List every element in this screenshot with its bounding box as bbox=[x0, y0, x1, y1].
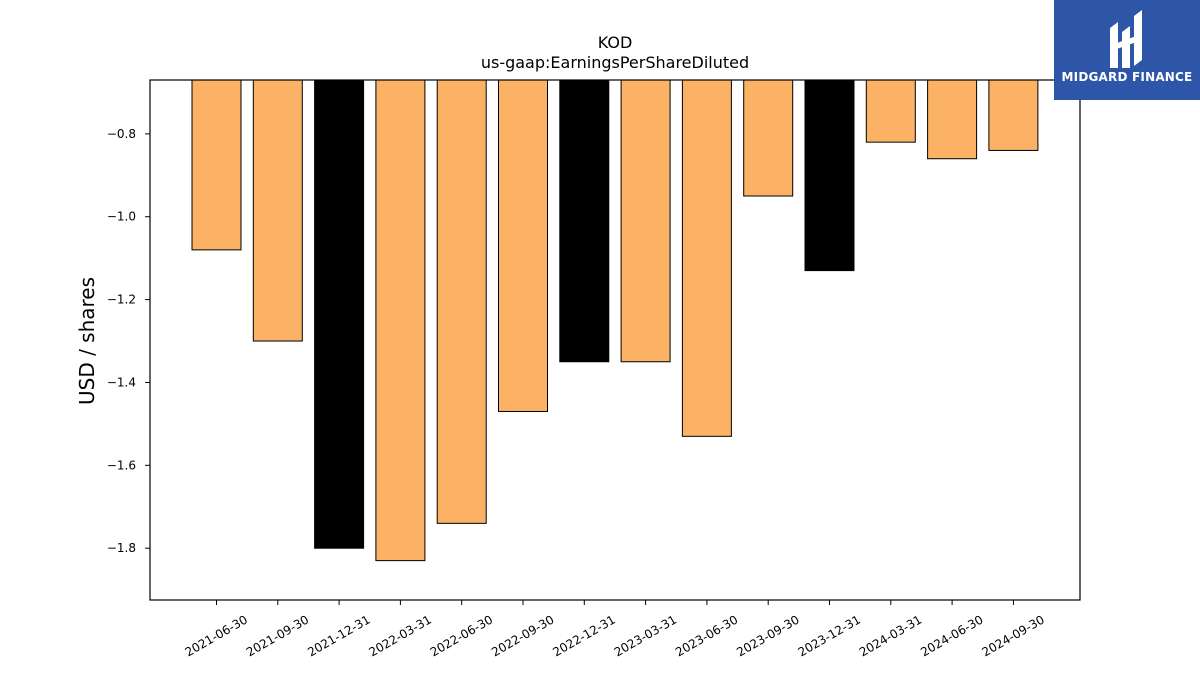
y-tick-label: −1.8 bbox=[107, 541, 136, 555]
y-tick-label: −1.4 bbox=[107, 375, 136, 389]
x-tick-label: 2022-03-31 bbox=[366, 612, 433, 659]
x-tick-label: 2023-09-30 bbox=[734, 612, 801, 659]
bar-2021-12-31 bbox=[314, 79, 365, 549]
bar-2023-12-31 bbox=[804, 79, 855, 272]
y-tick-label: −0.8 bbox=[107, 127, 136, 141]
bar-2022-12-31 bbox=[559, 79, 610, 363]
bar-2024-03-31 bbox=[865, 79, 916, 143]
x-tick-label: 2023-03-31 bbox=[612, 612, 679, 659]
x-tick-label: 2022-09-30 bbox=[489, 612, 556, 659]
x-tick-label: 2023-12-31 bbox=[796, 612, 863, 659]
y-ticks: −0.8 −1.0 −1.2 −1.4 −1.6 −1.8 bbox=[107, 127, 150, 555]
midgard-logo-icon bbox=[1110, 10, 1142, 68]
bar-2023-03-31 bbox=[620, 79, 671, 363]
chart-subtitle: us-gaap:EarningsPerShareDiluted bbox=[481, 53, 749, 72]
bar-2023-09-30 bbox=[743, 79, 794, 197]
x-tick-label: 2021-06-30 bbox=[183, 612, 250, 659]
bar-2021-09-30 bbox=[252, 79, 303, 342]
brand-logo: MIDGARD FINANCE bbox=[1054, 0, 1200, 100]
bar-2021-06-30 bbox=[191, 79, 242, 251]
x-tick-label: 2021-12-31 bbox=[305, 612, 372, 659]
bar-2022-03-31 bbox=[375, 79, 426, 562]
bar-2022-09-30 bbox=[498, 79, 548, 412]
x-tick-label: 2024-09-30 bbox=[979, 612, 1046, 659]
y-tick-label: −1.0 bbox=[107, 210, 136, 224]
brand-name: MIDGARD FINANCE bbox=[1061, 70, 1193, 84]
x-tick-label: 2021-09-30 bbox=[244, 612, 311, 659]
chart-title: KOD bbox=[598, 33, 633, 52]
y-axis-label: USD / shares bbox=[75, 277, 99, 405]
x-tick-label: 2023-06-30 bbox=[673, 612, 740, 659]
x-tick-label: 2024-06-30 bbox=[918, 612, 985, 659]
y-tick-label: −1.6 bbox=[107, 458, 136, 472]
bar-2024-06-30 bbox=[927, 79, 978, 160]
x-ticks: 2021-06-302021-09-302021-12-312022-03-31… bbox=[183, 600, 1047, 659]
bar-2024-09-30 bbox=[988, 79, 1039, 151]
x-tick-label: 2024-03-31 bbox=[857, 612, 924, 659]
plot-frame bbox=[149, 79, 1081, 601]
bar-2023-06-30 bbox=[681, 79, 732, 437]
bars-layer bbox=[191, 79, 1039, 562]
x-tick-label: 2022-06-30 bbox=[428, 612, 495, 659]
y-tick-label: −1.2 bbox=[107, 293, 136, 307]
x-tick-label: 2022-12-31 bbox=[550, 612, 617, 659]
bar-2022-06-30 bbox=[436, 79, 487, 524]
